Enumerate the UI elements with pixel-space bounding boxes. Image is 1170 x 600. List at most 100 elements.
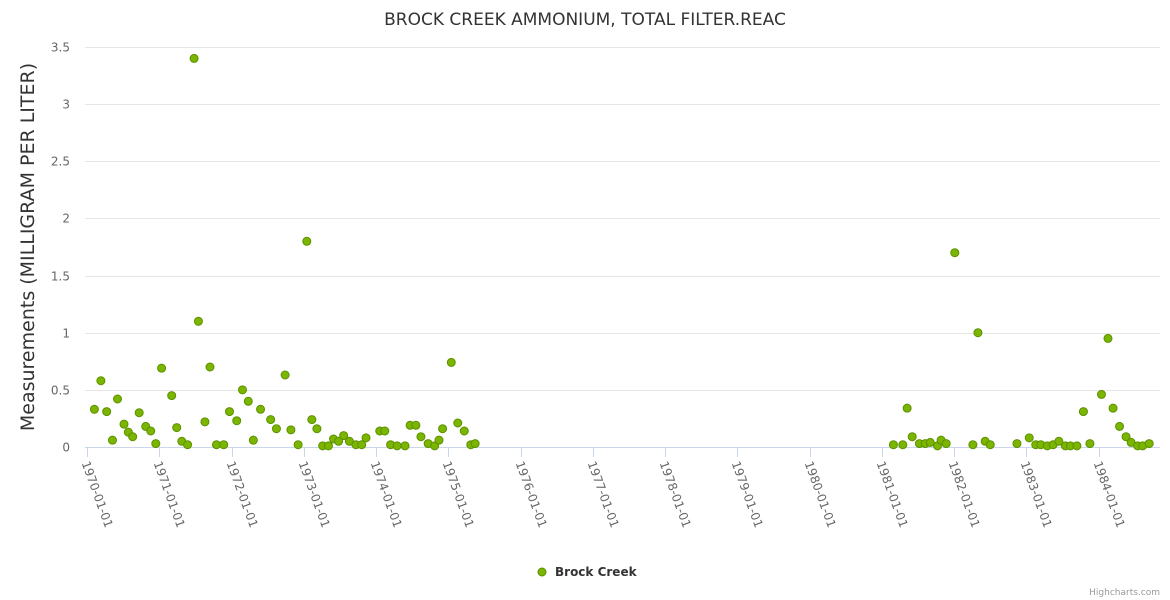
x-tick-label: 1981-01-01: [874, 459, 911, 529]
data-point[interactable]: [323, 441, 333, 451]
x-tick-label: 1972-01-01: [224, 459, 261, 529]
data-point[interactable]: [172, 423, 182, 433]
data-point[interactable]: [134, 408, 144, 418]
x-tick-label: 1982-01-01: [946, 459, 983, 529]
data-point[interactable]: [232, 416, 242, 426]
data-point[interactable]: [102, 407, 112, 417]
data-point[interactable]: [985, 440, 995, 450]
data-point[interactable]: [361, 433, 371, 443]
x-tick-label: 1974-01-01: [368, 459, 405, 529]
data-point[interactable]: [339, 431, 349, 441]
data-point[interactable]: [459, 426, 469, 436]
data-point[interactable]: [256, 404, 266, 414]
legend-item-brock-creek[interactable]: Brock Creek: [537, 565, 638, 579]
data-point[interactable]: [307, 415, 317, 425]
data-point[interactable]: [243, 396, 253, 406]
data-point[interactable]: [189, 53, 199, 63]
x-tick-label: 1970-01-01: [79, 459, 116, 529]
x-tick-label: 1979-01-01: [729, 459, 766, 529]
y-tick-label: 3.5: [51, 41, 70, 55]
data-point[interactable]: [1024, 433, 1034, 443]
data-point[interactable]: [248, 435, 258, 445]
data-point[interactable]: [1012, 439, 1022, 449]
data-point[interactable]: [128, 432, 138, 442]
series-brock-creek[interactable]: [89, 53, 1154, 451]
data-point[interactable]: [357, 440, 367, 450]
data-point[interactable]: [167, 391, 177, 401]
data-point[interactable]: [438, 424, 448, 434]
data-point[interactable]: [1144, 439, 1154, 449]
x-tick-label: 1976-01-01: [513, 459, 550, 529]
x-axis-ticks: 1970-01-01 1971-01-01 1972-01-01 1973-01-01…: [79, 447, 1128, 530]
x-tick-label: 1973-01-01: [296, 459, 333, 529]
data-point[interactable]: [89, 404, 99, 414]
data-point[interactable]: [151, 439, 161, 449]
data-point[interactable]: [888, 440, 898, 450]
y-tick-label: 0.5: [51, 384, 70, 398]
data-point[interactable]: [902, 403, 912, 413]
y-tick-label: 3: [62, 98, 70, 112]
y-tick-label: 1: [62, 327, 70, 341]
data-point[interactable]: [193, 316, 203, 326]
data-point[interactable]: [1121, 432, 1131, 442]
data-point[interactable]: [334, 436, 344, 446]
data-point[interactable]: [205, 362, 215, 372]
data-point[interactable]: [96, 376, 106, 386]
data-point[interactable]: [453, 418, 463, 428]
data-point[interactable]: [446, 357, 456, 367]
data-point[interactable]: [470, 439, 480, 449]
x-tick-label: 1983-01-01: [1018, 459, 1055, 529]
data-point[interactable]: [312, 424, 322, 434]
data-point[interactable]: [271, 424, 281, 434]
data-point[interactable]: [224, 407, 234, 417]
data-point[interactable]: [107, 435, 117, 445]
data-point[interactable]: [200, 417, 210, 427]
data-point[interactable]: [898, 440, 908, 450]
data-point[interactable]: [293, 440, 303, 450]
data-point[interactable]: [1072, 441, 1082, 451]
data-point[interactable]: [1108, 403, 1118, 413]
data-point[interactable]: [968, 440, 978, 450]
data-point[interactable]: [973, 328, 983, 338]
data-point[interactable]: [1085, 439, 1095, 449]
data-point[interactable]: [237, 385, 247, 395]
data-point[interactable]: [146, 426, 156, 436]
data-point[interactable]: [280, 370, 290, 380]
data-point[interactable]: [925, 437, 935, 447]
data-point[interactable]: [950, 248, 960, 258]
data-point[interactable]: [416, 432, 426, 442]
data-point[interactable]: [266, 415, 276, 425]
data-point[interactable]: [1096, 389, 1106, 399]
y-axis-ticks: 0 0.5 1 1.5 2 2.5 3 3.5: [51, 41, 70, 455]
data-point[interactable]: [907, 432, 917, 442]
y-tick-label: 2: [62, 212, 70, 226]
data-point[interactable]: [434, 435, 444, 445]
data-point[interactable]: [380, 426, 390, 436]
data-point[interactable]: [1103, 333, 1113, 343]
data-point[interactable]: [411, 420, 421, 430]
data-point[interactable]: [286, 425, 296, 435]
data-point[interactable]: [183, 440, 193, 450]
credits-link[interactable]: Highcharts.com: [1089, 588, 1160, 598]
data-point[interactable]: [1054, 436, 1064, 446]
data-point[interactable]: [119, 419, 129, 429]
chart-title: BROCK CREEK AMMONIUM, TOTAL FILTER.REAC: [384, 10, 786, 30]
data-point[interactable]: [113, 394, 123, 404]
data-point[interactable]: [941, 439, 951, 449]
data-point[interactable]: [1115, 421, 1125, 431]
y-tick-label: 0: [62, 441, 70, 455]
data-point[interactable]: [302, 236, 312, 246]
y-tick-label: 2.5: [51, 155, 70, 169]
data-point[interactable]: [219, 440, 229, 450]
x-tick-label: 1971-01-01: [151, 459, 188, 529]
legend-label: Brock Creek: [555, 565, 638, 579]
data-point[interactable]: [157, 363, 167, 373]
data-point[interactable]: [392, 441, 402, 451]
x-tick-label: 1977-01-01: [585, 459, 622, 529]
x-tick-label: 1984-01-01: [1091, 459, 1128, 529]
y-tick-label: 1.5: [51, 270, 70, 284]
grid-lines: [85, 47, 1160, 391]
data-point[interactable]: [400, 441, 410, 451]
data-point[interactable]: [1078, 407, 1088, 417]
